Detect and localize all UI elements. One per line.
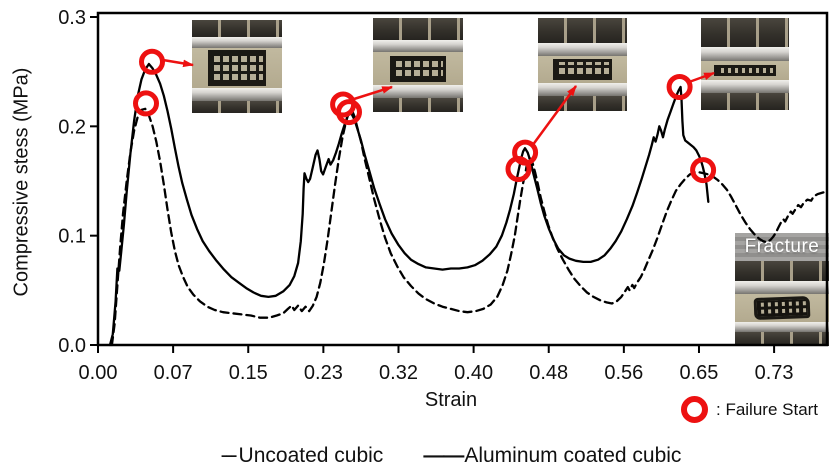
upper-platen (538, 43, 627, 56)
inset-photo-partially-crushed-lattice (373, 18, 463, 112)
upper-platen (192, 37, 282, 48)
failure-start-marker (505, 156, 532, 182)
y-axis-title: Compressive stess (MPa) (10, 67, 33, 297)
legend-label-uncoated: Uncoated cubic (238, 444, 384, 467)
lower-platen (735, 322, 829, 332)
x-tick-label: 0.32 (379, 362, 418, 384)
y-tick-label: 0.1 (58, 226, 86, 248)
curve-uncoated-cubic (110, 107, 829, 347)
machine-grip-blocks (701, 18, 789, 47)
inset-photo-intact-lattice (192, 20, 282, 113)
lattice-specimen (714, 65, 776, 76)
series-legend: --- Uncoated cubic —— Aluminum coated cu… (71, 444, 831, 468)
x-tick-label: 0.56 (604, 362, 643, 384)
y-tick-label: 0.3 (58, 7, 86, 29)
x-axis-title: Strain (424, 389, 478, 411)
upper-platen (701, 47, 789, 61)
failure-start-marker (690, 157, 717, 184)
legend-label-coated: Aluminum coated cubic (464, 444, 682, 467)
machine-grip-blocks (373, 18, 463, 40)
machine-grip-blocks (373, 98, 463, 112)
specimen-area (373, 52, 463, 85)
failure-start-marker (330, 91, 357, 118)
x-tick-label: 0.48 (529, 362, 568, 384)
specimen-area (735, 294, 829, 322)
x-tick-label: 0.23 (304, 362, 343, 384)
legend-item-coated: —— Aluminum coated cubic (423, 444, 681, 468)
upper-platen (373, 40, 463, 52)
lower-platen (538, 83, 627, 96)
failure-start-marker (512, 139, 539, 166)
machine-grip-blocks (735, 332, 829, 346)
specimen-area (192, 48, 282, 88)
failure-start-marker (336, 99, 362, 126)
machine-grip-blocks (538, 96, 627, 111)
failure-start-ring-icon (681, 396, 708, 423)
lower-platen (701, 80, 789, 93)
failure-start-marker (666, 74, 693, 100)
fracture-label: Fracture (744, 236, 820, 257)
lattice-specimen (753, 296, 811, 320)
x-tick-label: 0.07 (154, 362, 193, 384)
x-tick-label: 0.00 (79, 362, 118, 384)
legend-item-uncoated: --- Uncoated cubic (221, 444, 384, 468)
inset-photo-fractured-specimen: Fracture (735, 233, 829, 346)
lattice-specimen (208, 50, 266, 86)
fracture-banner: Fracture (735, 233, 829, 261)
specimen-area (701, 61, 789, 80)
y-tick-label: 0.0 (58, 335, 86, 357)
machine-grip-blocks (701, 93, 789, 110)
lower-platen (373, 85, 463, 98)
solid-line-sample-icon: —— (423, 444, 464, 467)
lattice-specimen (390, 55, 446, 82)
inset-photo-mostly-crushed-lattice (538, 18, 627, 111)
machine-grip-blocks (735, 261, 829, 281)
x-tick-label: 0.40 (454, 362, 493, 384)
machine-grip-blocks (192, 101, 282, 113)
annotation-arrow (162, 58, 195, 68)
failure-start-legend: : Failure Start (681, 396, 818, 423)
machine-grip-blocks (192, 20, 282, 37)
failure-start-label: : Failure Start (716, 399, 819, 419)
upper-platen (735, 281, 829, 294)
x-tick-label: 0.73 (755, 362, 794, 384)
inset-photo-densified-lattice (701, 18, 789, 110)
x-tick-label: 0.65 (680, 362, 719, 384)
specimen-area (538, 56, 627, 83)
lower-platen (192, 88, 282, 101)
machine-grip-blocks (538, 18, 627, 43)
dashed-line-sample-icon: --- (220, 444, 238, 467)
failure-start-marker (139, 48, 165, 75)
x-tick-label: 0.15 (229, 362, 268, 384)
failure-start-marker (133, 90, 159, 117)
lattice-specimen (553, 59, 612, 80)
y-tick-label: 0.2 (58, 116, 86, 138)
